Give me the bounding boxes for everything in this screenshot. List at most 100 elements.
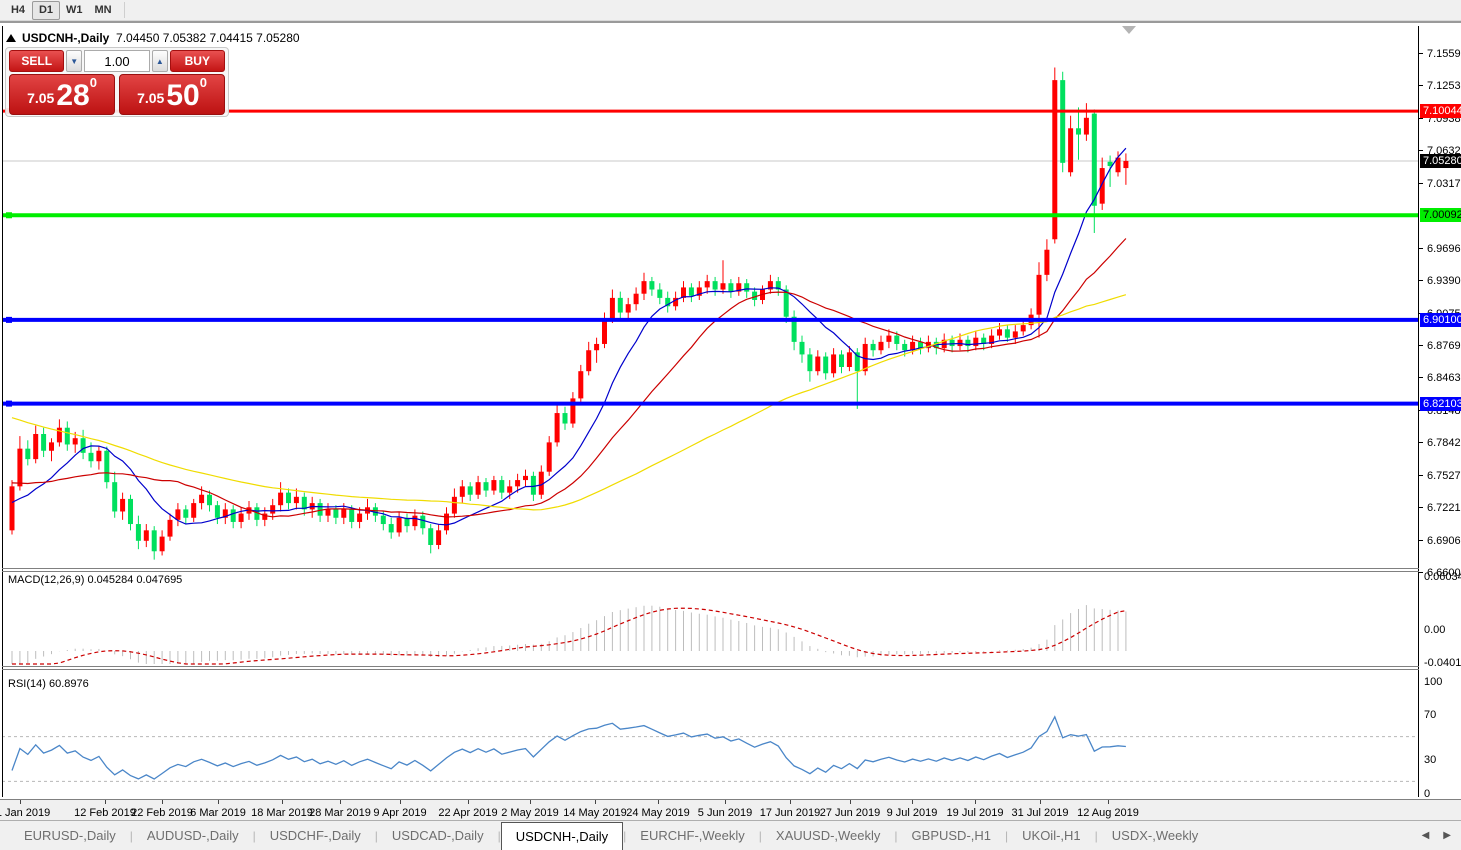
sell-price-big: 28 (56, 79, 90, 112)
price-axis-label: 6.93900 (1427, 274, 1461, 287)
chart-tab-usdcnhdaily[interactable]: USDCNH-,Daily (500, 822, 624, 850)
date-axis-label: 31 Jan 2019 (0, 807, 51, 819)
date-axis-tick (912, 800, 913, 804)
date-axis-label: 12 Feb 2019 (74, 807, 136, 819)
date-axis-tick (340, 800, 341, 804)
date-axis-label: 5 Jun 2019 (697, 807, 753, 819)
date-axis-tick (282, 800, 283, 804)
price-tag-7.05280[interactable]: 7.05280 (1420, 153, 1461, 168)
buy-price-big: 50 (166, 79, 200, 112)
rsi-chart-canvas[interactable] (2, 670, 1419, 797)
indicator-axis-label: 0 (1424, 788, 1431, 800)
buy-button[interactable]: BUY (169, 50, 225, 72)
chart-tab-usdchfdaily[interactable]: USDCHF-,Daily (269, 828, 361, 843)
chart-tab-eurusddaily[interactable]: EURUSD-,Daily (24, 828, 116, 843)
date-axis-tick (20, 800, 21, 804)
sell-quote-button[interactable]: 7.05 28 0 (9, 74, 115, 115)
macd-chart-canvas[interactable] (2, 572, 1419, 666)
price-tag-7.10044[interactable]: 7.10044 (1420, 104, 1461, 119)
timeframe-button-d1[interactable]: D1 (32, 0, 60, 20)
chart-shift-marker-icon[interactable] (1122, 26, 1136, 34)
indicator-axis-label: 30 (1424, 754, 1437, 766)
chart-tabbar: EURUSD-,Daily | AUDUSD-,Daily | USDCHF-,Dail… (0, 820, 1461, 850)
volume-increase-button[interactable]: ▲ (152, 50, 168, 72)
chart-tab-eurchfweekly[interactable]: EURCHF-,Weekly (640, 828, 745, 843)
tab-separator: | (1005, 828, 1009, 843)
buy-price-small: 7.05 (137, 90, 165, 106)
price-axis-label: 6.66000 (1427, 566, 1461, 579)
rsi-separator2 (2, 669, 1419, 670)
timeframe-button-w1[interactable]: W1 (66, 4, 83, 16)
date-axis-label: 24 May 2019 (626, 807, 690, 819)
price-axis-tick (1419, 85, 1423, 87)
date-axis-tick (400, 800, 401, 804)
tab-separator: | (252, 828, 256, 843)
price-tag-6.90100[interactable]: 6.90100 (1420, 312, 1461, 327)
price-axis-label: 7.15590 (1427, 47, 1461, 60)
macd-separator[interactable] (2, 568, 1419, 569)
price-axis-label: 7.06320 (1427, 144, 1461, 157)
timeframe-button-h4[interactable]: H4 (10, 4, 26, 16)
volume-decrease-button[interactable]: ▼ (66, 50, 82, 72)
price-axis-label: 7.03170 (1427, 177, 1461, 190)
price-axis-tick (1419, 280, 1423, 282)
tab-scroll-right-icon[interactable]: ▶ (1443, 830, 1451, 841)
date-axis-label: 6 Mar 2019 (190, 807, 246, 819)
date-axis-tick (790, 800, 791, 804)
rsi-separator[interactable] (2, 666, 1419, 667)
price-tag-6.82103[interactable]: 6.82103 (1420, 396, 1461, 411)
chart-tab-gbpusdh1[interactable]: GBPUSD-,H1 (911, 828, 992, 843)
tab-separator: | (374, 828, 378, 843)
timeframe-button-mn[interactable]: MN (94, 4, 112, 16)
tab-separator: | (129, 828, 133, 843)
price-axis-tick (1419, 442, 1423, 444)
chart-tab-audusddaily[interactable]: AUDUSD-,Daily (146, 828, 239, 843)
one-click-trading-panel: SELL ▼ ▲ BUY 7.05 28 0 7.05 50 0 (5, 47, 229, 117)
date-axis-label: 9 Apr 2019 (373, 807, 427, 819)
price-axis-tick (1419, 118, 1423, 120)
date-axis-tick (725, 800, 726, 804)
volume-input[interactable] (84, 50, 150, 72)
price-axis-label: 6.75270 (1427, 469, 1461, 482)
price-axis-tick (1419, 183, 1423, 185)
one-click-collapse-icon[interactable] (6, 34, 16, 42)
plot-right-border (1418, 26, 1419, 797)
price-axis-tick (1419, 345, 1423, 347)
indicator-axis-label: 100 (1424, 676, 1443, 688)
date-axis-tick (850, 800, 851, 804)
date-axis-label: 22 Apr 2019 (438, 807, 498, 819)
price-axis-label: 7.12530 (1427, 79, 1461, 92)
tab-scroll-left-icon[interactable]: ◀ (1421, 830, 1430, 841)
price-axis-label: 6.69060 (1427, 534, 1461, 547)
date-axis-label: 9 Jul 2019 (886, 807, 938, 819)
price-axis-tick (1419, 150, 1423, 152)
date-axis-tick (595, 800, 596, 804)
buy-price-sup: 0 (199, 75, 207, 90)
chart-tab-xauusdweekly[interactable]: XAUUSD-,Weekly (775, 828, 881, 843)
tab-separator: | (894, 828, 898, 843)
buy-quote-button[interactable]: 7.05 50 0 (119, 74, 225, 115)
price-axis-label: 6.84630 (1427, 371, 1461, 384)
chart-tab-usdxweekly[interactable]: USDX-,Weekly (1111, 828, 1199, 843)
sell-button[interactable]: SELL (9, 50, 65, 72)
chart-tab-usdcaddaily[interactable]: USDCAD-,Daily (391, 828, 484, 843)
price-axis-tick (1419, 507, 1423, 509)
date-axis-label: 31 Jul 2019 (1011, 807, 1069, 819)
chart-tab-ukoilh1[interactable]: UKOil-,H1 (1022, 828, 1081, 843)
price-axis-label: 6.72210 (1427, 501, 1461, 514)
price-axis-label: 6.78420 (1427, 436, 1461, 449)
price-axis-tick (1419, 248, 1423, 250)
date-axis-label: 14 May 2019 (563, 807, 627, 819)
chart-title: USDCNH-,Daily 7.04450 7.05382 7.04415 7.… (6, 31, 300, 45)
sell-price-small: 7.05 (27, 90, 55, 106)
date-axis-tick (105, 800, 106, 804)
indicator-axis-label: 0.00 (1424, 624, 1446, 636)
price-chart-canvas[interactable] (2, 26, 1419, 568)
price-axis-tick (1419, 53, 1423, 54)
price-tag-7.00092[interactable]: 7.00092 (1420, 208, 1461, 223)
macd-label: MACD(12,26,9) 0.045284 0.047695 (8, 574, 183, 586)
rsi-label: RSI(14) 60.8976 (8, 678, 89, 690)
tab-scroll-arrows: ◀ ▶ (1422, 821, 1461, 850)
